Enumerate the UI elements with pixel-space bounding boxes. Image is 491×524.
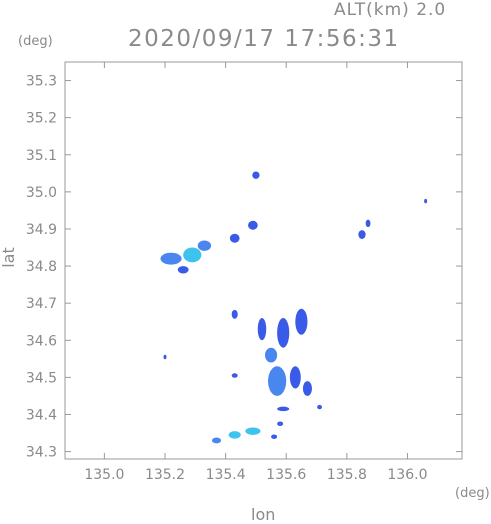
x-tick-label: 135.0 bbox=[84, 467, 124, 483]
y-tick-label: 34.6 bbox=[26, 333, 57, 349]
y-tick-label: 34.9 bbox=[26, 222, 57, 238]
echo-cell-strong bbox=[183, 247, 202, 263]
y-tick-label: 34.3 bbox=[26, 445, 57, 461]
echo-cell-weak bbox=[177, 266, 189, 274]
echo-cell-strong bbox=[245, 427, 261, 435]
plot-frame bbox=[64, 61, 463, 460]
echo-cell-weak bbox=[257, 318, 267, 341]
echo-cell-weak bbox=[289, 366, 301, 389]
y-tick-label: 34.4 bbox=[26, 407, 57, 423]
echo-cell-weak bbox=[277, 318, 290, 348]
echo-cell-medium bbox=[160, 252, 182, 265]
x-tick-label: 135.2 bbox=[145, 467, 185, 483]
tick-layer: 135.0 135.2 135.4 135.6 135.8 136.0 34.3 34.4 34… bbox=[26, 62, 462, 483]
echo-cell-weak bbox=[358, 230, 366, 239]
y-tick-label: 34.7 bbox=[26, 296, 57, 312]
y-tick-label: 35.1 bbox=[26, 148, 57, 164]
y-tick-label: 35.0 bbox=[26, 185, 57, 201]
echo-cell-weak bbox=[277, 406, 290, 412]
echo-cell-weak bbox=[252, 171, 260, 179]
y-axis-unit: (deg) bbox=[18, 34, 53, 49]
echo-cell-strong bbox=[228, 431, 241, 439]
x-axis-label: lon bbox=[251, 505, 276, 524]
x-tick-label: 135.4 bbox=[206, 467, 246, 483]
echo-cell-weak bbox=[163, 354, 167, 360]
x-tick-label: 135.6 bbox=[266, 467, 306, 483]
echo-cell-weak bbox=[295, 308, 308, 335]
echo-cell-weak bbox=[365, 219, 371, 228]
x-tick-label: 136.0 bbox=[387, 467, 427, 483]
echo-cell-medium bbox=[211, 437, 222, 444]
x-tick-label: 135.8 bbox=[327, 467, 367, 483]
echo-cell-weak bbox=[231, 373, 238, 378]
echo-cell-weak bbox=[231, 309, 238, 319]
echo-cell-weak bbox=[302, 381, 312, 396]
y-tick-label: 34.5 bbox=[26, 370, 57, 386]
echo-cell-medium bbox=[268, 366, 287, 396]
echo-cell-medium bbox=[265, 347, 278, 363]
altitude-label: ALT(km) 2.0 bbox=[334, 0, 447, 20]
echo-cell-weak bbox=[271, 434, 278, 439]
echo-layer bbox=[160, 171, 428, 444]
y-tick-label: 35.2 bbox=[26, 111, 57, 127]
timestamp-title: 2020/09/17 17:56:31 bbox=[128, 26, 400, 52]
echo-cell-weak bbox=[277, 421, 284, 426]
y-tick-label: 35.3 bbox=[26, 74, 57, 90]
y-tick-label: 34.8 bbox=[26, 259, 57, 275]
echo-cell-weak bbox=[248, 220, 258, 230]
echo-cell-weak bbox=[229, 233, 240, 243]
echo-cell-weak bbox=[317, 404, 322, 410]
echo-cell-weak bbox=[424, 198, 428, 204]
echo-cell-medium bbox=[197, 240, 212, 251]
x-axis-unit: (deg) bbox=[455, 486, 490, 501]
